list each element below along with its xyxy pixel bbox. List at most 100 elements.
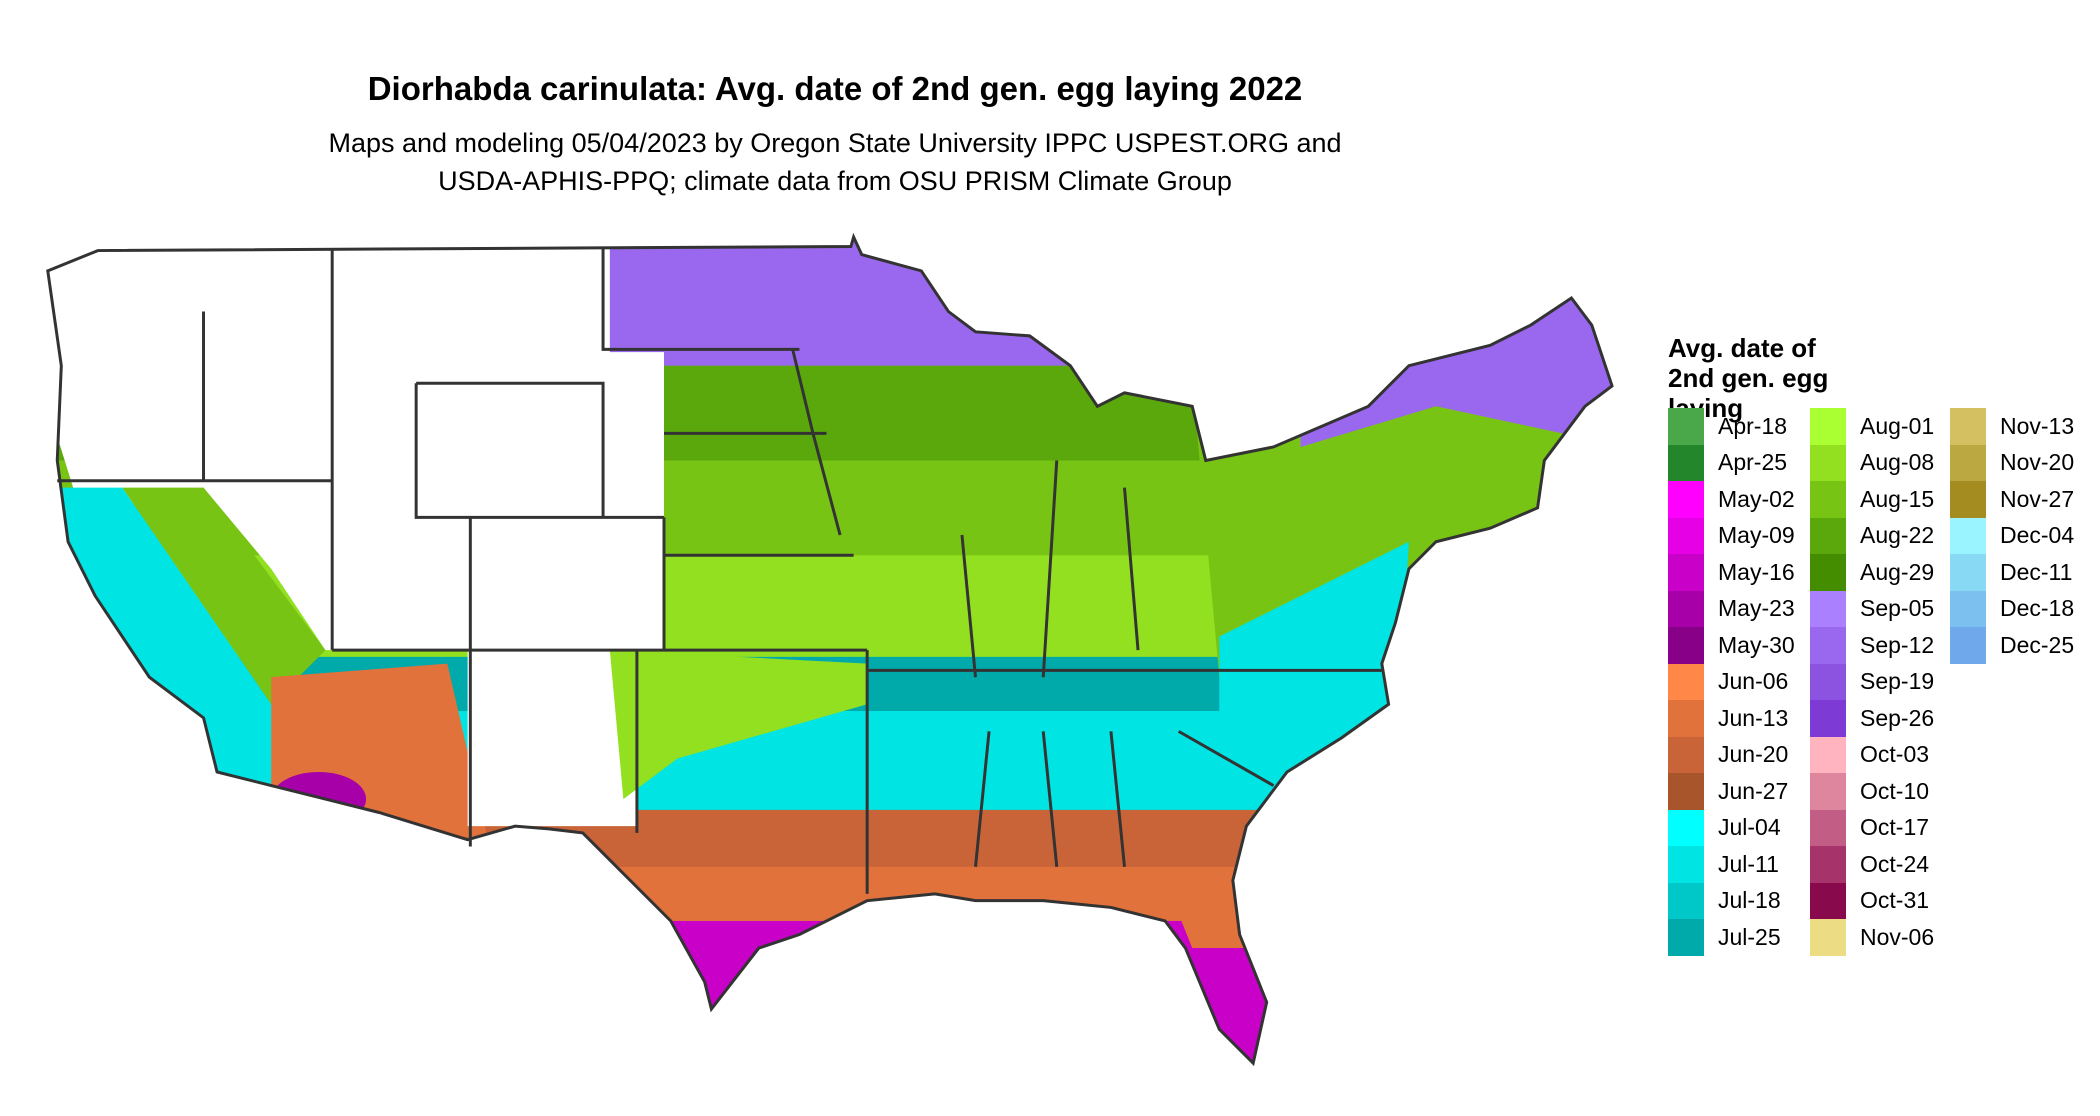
- legend-item: Aug-22: [1810, 517, 1935, 554]
- zone-atlantic-cyan: [1219, 541, 1409, 759]
- legend-swatch: [1668, 517, 1704, 554]
- legend-swatch: [1668, 700, 1704, 737]
- legend-swatch: [1950, 590, 1986, 627]
- legend-label: May-16: [1718, 558, 1795, 585]
- zone-nw-white: [47, 237, 218, 515]
- legend-item: Jul-04: [1668, 809, 1795, 846]
- legend-swatch: [1810, 882, 1846, 919]
- legend-column-2: Aug-01 Aug-08 Aug-15 Aug-22 Aug-29 Sep-05 Sep-…: [1810, 408, 1934, 956]
- zone-nm-white: [467, 650, 637, 827]
- legend-label: Apr-18: [1718, 412, 1788, 439]
- legend-swatch: [1668, 809, 1704, 846]
- legend-swatch: [1810, 663, 1846, 700]
- legend-swatch: [1950, 481, 1986, 518]
- legend-item: Oct-10: [1810, 773, 1934, 810]
- legend-swatch: [1668, 846, 1704, 883]
- legend-title-line: Avg. date of: [1668, 333, 1816, 363]
- legend-item: Nov-20: [1950, 444, 2075, 481]
- legend-item: Aug-15: [1810, 481, 1934, 518]
- legend-label: Nov-06: [1860, 923, 1935, 950]
- legend-swatch: [1668, 773, 1704, 810]
- legend-item: Sep-19: [1810, 663, 1935, 700]
- legend-label: Dec-04: [2000, 522, 2075, 549]
- legend-label: Oct-31: [1860, 887, 1930, 914]
- legend-swatch: [1810, 846, 1846, 883]
- legend-label: May-23: [1718, 595, 1795, 622]
- legend-item: Dec-25: [1950, 627, 2074, 664]
- legend-swatch: [1668, 444, 1704, 481]
- legend-swatch: [1950, 444, 1986, 481]
- legend-column-1: Apr-18 Apr-25 May-02 May-09 May-16 May-23 May-…: [1668, 408, 1795, 956]
- legend-item: Sep-12: [1810, 627, 1934, 664]
- map-title: Diorhabda carinulata: Avg. date of 2nd g…: [367, 70, 1303, 107]
- legend-swatch: [1950, 517, 1986, 554]
- legend-label: Aug-08: [1860, 449, 1935, 476]
- legend-item: Aug-29: [1810, 554, 1934, 591]
- zone-tx-green: [609, 650, 868, 800]
- legend-swatch: [1668, 736, 1704, 773]
- legend-label: Nov-20: [2000, 449, 2075, 476]
- legend-item: Jul-18: [1668, 882, 1795, 919]
- legend-swatch: [1668, 481, 1704, 518]
- legend-label: Oct-17: [1860, 814, 1930, 841]
- legend-swatch: [1668, 882, 1704, 919]
- legend-label: Dec-11: [2000, 558, 2073, 585]
- legend-label: Oct-24: [1860, 850, 1930, 877]
- legend-swatch: [1810, 809, 1846, 846]
- legend-swatch: [1810, 554, 1846, 591]
- legend-swatch: [1668, 663, 1704, 700]
- legend-item: Jun-20: [1668, 736, 1795, 773]
- legend-label: Aug-15: [1860, 485, 1935, 512]
- legend-label: Oct-03: [1860, 741, 1930, 768]
- legend-label: Aug-01: [1860, 412, 1935, 439]
- legend-swatch: [1810, 517, 1846, 554]
- legend-swatch: [1810, 736, 1846, 773]
- zone-west-white: [203, 237, 665, 651]
- legend-label: Jul-25: [1718, 923, 1781, 950]
- legend-label: Aug-29: [1860, 558, 1935, 585]
- legend-item: Sep-26: [1810, 700, 1934, 737]
- legend-item: Nov-13: [1950, 408, 2074, 445]
- legend-swatch: [1810, 627, 1846, 664]
- legend-label: Jul-11: [1718, 850, 1779, 877]
- legend-swatch: [1668, 554, 1704, 591]
- legend-swatch: [1950, 408, 1986, 445]
- legend-label: Dec-25: [2000, 631, 2075, 658]
- legend-item: Jul-25: [1668, 919, 1795, 956]
- legend-item: Sep-05: [1810, 590, 1935, 627]
- legend-item: May-02: [1668, 481, 1795, 518]
- legend-item: Dec-04: [1950, 517, 2075, 554]
- legend-item: Apr-25: [1668, 444, 1795, 481]
- legend-label: Apr-25: [1718, 449, 1788, 476]
- legend-item: May-23: [1668, 590, 1795, 627]
- legend-label: Jun-27: [1718, 777, 1789, 804]
- legend-item: Jun-06: [1668, 663, 1795, 700]
- legend-item: Dec-18: [1950, 590, 2074, 627]
- legend-label: Jun-06: [1718, 668, 1789, 695]
- legend-label: May-09: [1718, 522, 1795, 549]
- legend-label: May-30: [1718, 631, 1795, 658]
- map-subtitle-line-2: USDA-APHIS-PPQ; climate data from OSU PR…: [438, 166, 1232, 196]
- legend-swatch: [1668, 408, 1704, 445]
- legend-label: Jul-04: [1718, 814, 1781, 841]
- legend-label: Nov-13: [2000, 412, 2075, 439]
- legend-item: Oct-24: [1810, 846, 1934, 883]
- legend-swatch: [1668, 590, 1704, 627]
- zone-basin-green: [122, 487, 326, 705]
- legend-label: Jun-13: [1718, 704, 1789, 731]
- legend-label: Aug-22: [1860, 522, 1935, 549]
- legend-swatch: [1810, 590, 1846, 627]
- legend-label: Sep-26: [1860, 704, 1935, 731]
- map-subtitle-line-1: Maps and modeling 05/04/2023 by Oregon S…: [328, 128, 1342, 158]
- legend-item: Nov-27: [1950, 481, 2074, 518]
- legend-item: Jul-11: [1668, 846, 1795, 883]
- zone-coast-cyan: [54, 487, 326, 800]
- legend-swatch: [1810, 481, 1846, 518]
- legend-label: May-02: [1718, 485, 1795, 512]
- legend-item: Apr-18: [1668, 408, 1795, 445]
- legend-item: Aug-01: [1810, 408, 1934, 445]
- legend-label: Sep-05: [1860, 595, 1935, 622]
- legend-label: Sep-19: [1860, 668, 1935, 695]
- legend-swatch: [1810, 700, 1846, 737]
